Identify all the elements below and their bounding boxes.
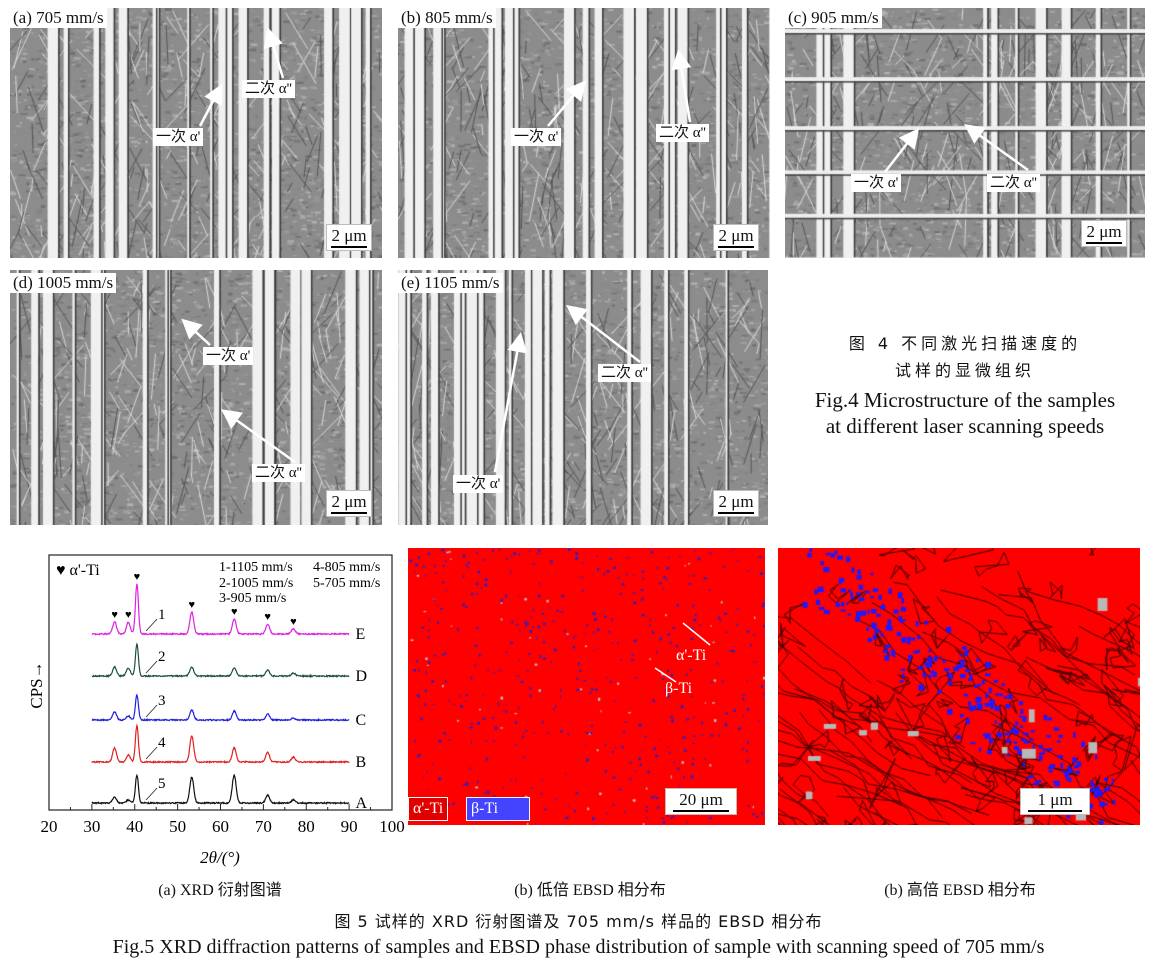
series-line-E [91,583,350,636]
micrograph-d [10,270,382,525]
series-number: 2 [158,649,166,665]
series-number: 3 [158,693,166,709]
alpha-ti-peak-marker: ♥ [264,611,271,623]
panel-label-d: (d) 1005 mm/s [10,273,117,293]
x-tick-label: 60 [212,817,229,836]
x-tick-label: 80 [298,817,315,836]
x-tick-label: 70 [255,817,272,836]
y-axis-label: CPS→ [27,661,46,708]
subcaption-b: (b) 低倍 EBSD 相分布 [514,882,666,899]
series-line-C [91,693,350,723]
scale-bar-c: 2 μm [1081,220,1127,247]
annotation-b-primary: 一次 α' [511,128,562,146]
scale-bar-b: 2 μm [713,224,759,251]
panel-label-a: (a) 705 mm/s [10,8,107,28]
annotation-d-secondary: 二次 α'' [252,464,306,482]
series-label: E [356,626,366,643]
x-tick-label: 20 [41,817,58,836]
speed-legend-entry: 3-905 mm/s [219,591,286,606]
series-number: 1 [158,607,166,623]
fig4-caption-cn-2: 试样的显微组织 [894,361,1035,380]
series-line-B [91,723,350,765]
alpha-ti-label: α'-Ti [676,647,707,664]
ebsd-high-map [778,548,1140,825]
speed-legend-entry: 4-805 mm/s [313,560,380,575]
subcaption-c: (b) 高倍 EBSD 相分布 [884,882,1036,899]
series-label: C [356,712,367,729]
annotation-e-primary: 一次 α' [453,475,504,493]
scale-bar-ebsd-high: 1 μm [1020,788,1090,815]
panel-label-c: (c) 905 mm/s [785,8,882,28]
speed-legend-entry: 5-705 mm/s [313,576,380,591]
scale-bar-a: 2 μm [326,224,372,251]
alpha-ti-peak-marker: ♥ [134,571,141,583]
series-label: D [356,668,368,685]
series-line-A [91,773,350,806]
x-tick-label: 100 [379,817,405,836]
series-label: A [356,795,368,812]
series-number: 5 [158,776,166,792]
panel-label-b: (b) 805 mm/s [398,8,496,28]
fig5-caption-cn: 图 5 试样的 XRD 衍射图谱及 705 mm/s 样品的 EBSD 相分布 [334,912,823,931]
series-line-D [91,642,350,679]
beta-ti-label: β-Ti [665,680,693,697]
x-tick-label: 50 [169,817,186,836]
micrograph-b [398,8,770,258]
alpha-ti-peak-marker: ♥ [290,616,297,628]
annotation-a-primary: 一次 α' [153,128,204,146]
scale-bar-ebsd-low: 20 μm [665,788,737,815]
x-tick-label: 90 [341,817,358,836]
annotation-c-secondary: 二次 α'' [987,174,1041,192]
alpha-ti-peak-marker: ♥ [231,606,238,618]
alpha-ti-peak-marker: ♥ [111,609,118,621]
fig4-caption-en-1: Fig.4 Microstructure of the samples [814,388,1116,412]
speed-legend-entry: 1-1105 mm/s [219,560,293,575]
legend-alpha-ti: α'-Ti [408,797,449,821]
series-number: 4 [158,735,166,751]
annotation-d-primary: 一次 α' [203,347,254,365]
annotation-c-primary: 一次 α' [851,174,902,192]
alpha-ti-peak-marker: ♥ [125,609,132,621]
annotation-b-secondary: 二次 α'' [656,124,710,142]
panel-label-e: (e) 1105 mm/s [398,273,503,293]
scale-bar-e: 2 μm [713,490,759,517]
ebsd-low-pointers [654,622,711,683]
fig4-caption-en-2: at different laser scanning speeds [825,414,1105,438]
annotation-e-secondary: 二次 α'' [598,364,652,382]
speed-legend-entry: 2-1005 mm/s [219,576,293,591]
annotation-a-secondary: 二次 α'' [242,80,296,98]
x-tick-label: 40 [126,817,143,836]
fig4-caption-cn-1: 图 4 不同激光扫描速度的 [848,334,1082,353]
marker-legend: ♥ α'-Ti [56,562,100,579]
scale-bar-d: 2 μm [326,490,372,517]
x-axis-label: 2θ/(°) [200,848,240,867]
x-tick-label: 30 [83,817,100,836]
series-label: B [356,754,367,771]
xrd-chart: 20 30 40 50 60 70 80 90 100 1 E 2 D 3 C 4 B 5 A ♥ ♥ ♥ ♥ ♥ ♥ ♥ ♥ … [27,554,405,867]
alpha-ti-peak-marker: ♥ [189,599,196,611]
ebsd-low-map [408,548,765,825]
fig5-caption-en: Fig.5 XRD diffraction patterns of sample… [112,936,1045,958]
subcaption-a: (a) XRD 衍射图谱 [158,882,282,899]
legend-beta-ti: β-Ti [466,797,530,821]
